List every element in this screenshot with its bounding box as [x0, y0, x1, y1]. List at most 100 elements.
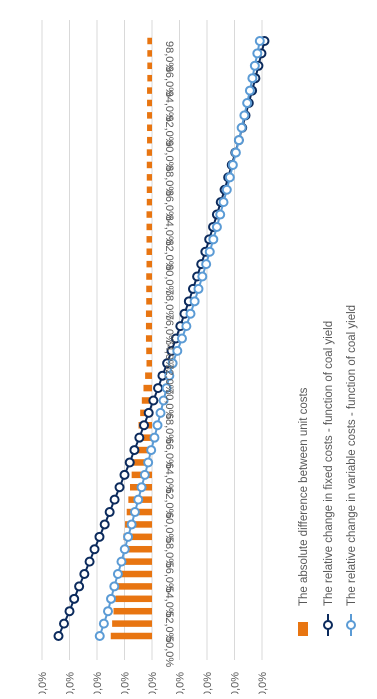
legend-swatch-bar [298, 622, 308, 636]
variable-costs-point [98, 618, 109, 629]
bar-series [110, 37, 152, 640]
fixed-costs-point [119, 469, 130, 480]
variable-costs-point [123, 531, 134, 542]
y-tick-labels: 40,0% 30,0% 20,0% 10,0% 0,0% -10,0% -20,0% -30,… [37, 672, 269, 699]
fixed-costs-point [153, 383, 164, 394]
fixed-costs-point [64, 606, 75, 617]
bar [116, 583, 152, 590]
fixed-costs-point [79, 569, 90, 580]
variable-costs-point [106, 593, 117, 604]
bar [147, 136, 152, 144]
y-tick-label: -10,0% [175, 672, 187, 694]
variable-costs-point [143, 457, 154, 468]
bar [136, 434, 152, 441]
variable-costs-point [239, 110, 250, 121]
x-tick-label: 88,0% [163, 165, 175, 196]
bar [146, 248, 152, 255]
variable-costs-point [249, 60, 260, 71]
variable-costs-point [218, 197, 229, 208]
fixed-costs-point [94, 531, 105, 542]
x-tick-label: 54,0% [163, 586, 175, 617]
line-series [53, 36, 270, 641]
bar [147, 50, 152, 57]
bar [146, 149, 152, 156]
y-tick-label: -30,0% [230, 672, 242, 694]
bar [133, 459, 152, 466]
variable-costs-point [155, 407, 166, 418]
variable-costs-point [172, 345, 183, 356]
x-tick-label: 68,0% [163, 413, 175, 444]
x-tick-label: 60,0% [163, 512, 175, 543]
bar [145, 310, 152, 317]
x-tick-labels: 50,0%52,0%54,0%56,0%58,0%60,0%62,0%64,0%… [163, 41, 175, 667]
bar [112, 620, 152, 627]
fixed-costs-point [124, 457, 135, 468]
variable-costs-point [129, 507, 140, 518]
bar [146, 161, 152, 169]
bar [120, 558, 152, 565]
fixed-costs-point [134, 432, 145, 443]
fixed-costs-line [57, 40, 266, 637]
variable-costs-point [230, 147, 241, 158]
bar [113, 607, 152, 615]
fixed-costs-point [99, 519, 110, 530]
fixed-costs-point [129, 445, 140, 456]
bar [146, 174, 152, 181]
bar [146, 236, 152, 243]
x-tick-label: 76,0% [163, 314, 175, 345]
x-tick-label: 62,0% [163, 487, 175, 518]
variable-costs-point [176, 333, 187, 344]
legend-label: The relative change in variable costs - … [346, 305, 358, 606]
x-tick-label: 70,0% [163, 388, 175, 419]
x-tick-label: 58,0% [163, 537, 175, 568]
fixed-costs-point [109, 494, 120, 505]
bar [147, 37, 152, 45]
variable-costs-point [242, 97, 253, 108]
bar [146, 198, 152, 206]
x-tick-label: 86,0% [163, 190, 175, 221]
variable-costs-point [139, 469, 150, 480]
bar [121, 545, 152, 553]
variable-costs-point [233, 135, 244, 146]
variable-costs-point [215, 209, 226, 220]
x-tick-label: 80,0% [163, 264, 175, 295]
variable-costs-point [185, 308, 196, 319]
x-tick-label: 96,0% [163, 66, 175, 97]
bar [147, 62, 152, 70]
fixed-costs-point [53, 631, 64, 641]
bar [147, 124, 152, 132]
legend: The absolute difference between unit cos… [298, 305, 358, 636]
variable-costs-point [158, 395, 169, 406]
x-tick-label: 82,0% [163, 239, 175, 270]
variable-costs-point [181, 321, 192, 332]
bar [146, 273, 152, 280]
variable-costs-point [119, 544, 130, 555]
variable-costs-point [116, 556, 127, 567]
y-tick-label: 0,0% [147, 672, 159, 694]
bar [143, 384, 152, 392]
variable-costs-point [254, 36, 265, 46]
bar [123, 533, 152, 541]
variable-costs-point [152, 420, 163, 431]
variable-costs-point [224, 172, 235, 183]
variable-costs-point [112, 569, 123, 580]
bar [145, 372, 152, 379]
y-tick-label: -20,0% [202, 672, 214, 694]
bar [125, 521, 152, 528]
bar [147, 112, 152, 119]
variable-costs-point [211, 221, 222, 232]
x-tick-label: 78,0% [163, 289, 175, 320]
bar [118, 570, 152, 578]
x-tick-label: 72,0% [163, 363, 175, 394]
variable-costs-point [164, 370, 175, 381]
bar [146, 260, 152, 268]
fixed-costs-point [74, 581, 85, 592]
x-tick-label: 92,0% [163, 115, 175, 146]
fixed-costs-point [139, 420, 150, 431]
bar [146, 223, 152, 231]
variable-costs-point [221, 184, 232, 195]
fixed-costs-point [104, 507, 115, 518]
fixed-costs-point [89, 544, 100, 555]
